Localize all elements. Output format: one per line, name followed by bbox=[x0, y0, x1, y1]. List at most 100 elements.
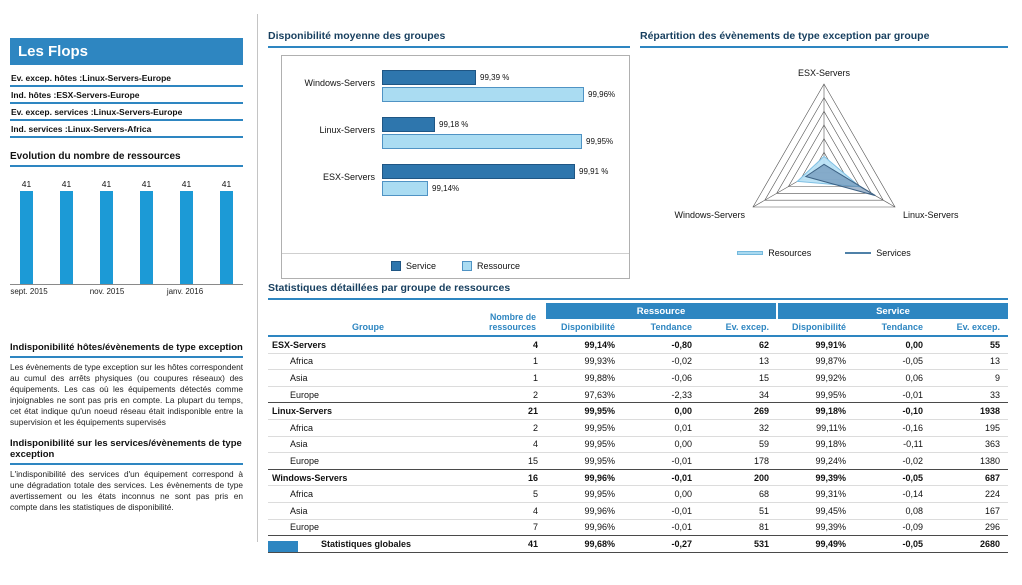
evolution-bar bbox=[60, 191, 73, 284]
bar-line: 99,95% bbox=[382, 133, 629, 150]
bar-line: 99,96% bbox=[382, 86, 629, 103]
stats-table-body: ESX-Servers 4 99,14% -0,80 62 99,91% 0,00 55 Afr… bbox=[268, 335, 1008, 553]
cell-value: 41 bbox=[468, 535, 546, 553]
bar-ressource bbox=[382, 134, 582, 149]
cell-value: 21 bbox=[468, 402, 546, 420]
bar-service bbox=[382, 164, 575, 179]
cell-value: 55 bbox=[931, 335, 1008, 354]
cell-value: 99,68% bbox=[546, 535, 623, 553]
flop-item: Ind. services :Linux-Servers-Africa bbox=[10, 121, 243, 138]
bar-value-label: 99,95% bbox=[586, 137, 614, 146]
bar-line: 99,91 % bbox=[382, 163, 629, 180]
table-row-region: Asia 4 99,96% -0,01 51 99,45% 0,08 167 bbox=[268, 501, 1008, 520]
cell-value: 5 bbox=[468, 485, 546, 503]
cell-value: 2 bbox=[468, 385, 546, 403]
cell-value: 0,00 bbox=[854, 335, 931, 354]
flop-label: Ev. excep. services : bbox=[11, 107, 94, 117]
flop-label: Ev. excep. hôtes : bbox=[11, 73, 83, 83]
cell-value: 9 bbox=[931, 369, 1008, 387]
radar-series-services bbox=[804, 163, 876, 197]
cell-value: 99,24% bbox=[777, 452, 854, 470]
flop-value: Linux-Servers-Europe bbox=[93, 107, 183, 117]
availability-legend: Service Ressource bbox=[282, 253, 629, 278]
band-header-resource: Ressource bbox=[546, 303, 777, 319]
cell-value: 1938 bbox=[931, 402, 1008, 420]
flop-label: Ind. services : bbox=[11, 124, 68, 134]
legend-item-services: Services bbox=[845, 248, 911, 258]
cell-value: -0,10 bbox=[854, 402, 931, 420]
bar-value-label: 99,91 % bbox=[579, 167, 609, 176]
column-header-groupe: Groupe bbox=[268, 303, 468, 337]
cell-value: 178 bbox=[700, 452, 777, 470]
legend-label-services: Services bbox=[876, 248, 911, 258]
cell-value: 81 bbox=[700, 518, 777, 536]
legend-item-resource: Ressource bbox=[461, 261, 520, 271]
cell-group-name: ESX-Servers bbox=[268, 335, 468, 354]
cell-value: -0,05 bbox=[854, 535, 931, 553]
table-row-region: Asia 1 99,88% -0,06 15 99,92% 0,06 9 bbox=[268, 369, 1008, 387]
bar-service bbox=[382, 117, 435, 132]
legend-label-service: Service bbox=[405, 261, 436, 271]
services-line-icon bbox=[845, 252, 872, 254]
cell-group-name: Asia bbox=[268, 501, 468, 520]
x-axis-label: sept. 2015 bbox=[10, 287, 48, 296]
statistics-table: Groupe Nombre de ressources Ressource Se… bbox=[268, 303, 1008, 553]
bar-ressource bbox=[382, 87, 584, 102]
cell-value: -0,80 bbox=[623, 335, 700, 354]
resources-line-icon bbox=[737, 251, 764, 255]
table-row-region: Africa 1 99,93% -0,02 13 99,87% -0,05 13 bbox=[268, 352, 1008, 370]
cell-value: 99,96% bbox=[546, 468, 623, 486]
flop-item: Ev. excep. hôtes :Linux-Servers-Europe bbox=[10, 70, 243, 87]
services-unavailability-body: L'indisponibilité des services d'un équi… bbox=[10, 469, 243, 513]
cell-group-name: Europe bbox=[268, 385, 468, 403]
hosts-unavailability-title: Indisponibilité hôtes/évènements de type… bbox=[10, 342, 243, 358]
cell-value: 296 bbox=[931, 518, 1008, 536]
radar-axis-label: Linux-Servers bbox=[903, 210, 959, 220]
cell-value: 0,00 bbox=[623, 485, 700, 503]
bar-value-label: 41 bbox=[101, 179, 112, 189]
cell-value: 99,96% bbox=[546, 501, 623, 520]
cell-value: 99,93% bbox=[546, 352, 623, 370]
cell-group-name: Windows-Servers bbox=[268, 468, 468, 486]
cell-value: 99,87% bbox=[777, 352, 854, 370]
cell-value: 99,45% bbox=[777, 501, 854, 520]
radar-chart: ESX-Servers Linux-Servers Windows-Servers bbox=[674, 68, 959, 220]
cell-value: -0,14 bbox=[854, 485, 931, 503]
category-label: Windows-Servers bbox=[304, 78, 375, 88]
radar-grid-ring bbox=[764, 97, 884, 201]
cell-value: 99,91% bbox=[777, 335, 854, 354]
flops-title: Les Flops bbox=[10, 38, 243, 65]
statistics-block: Statistiques détaillées par groupe de re… bbox=[268, 282, 1008, 553]
cell-value: 0,00 bbox=[623, 435, 700, 453]
table-row-region: Africa 5 99,95% 0,00 68 99,31% -0,14 224 bbox=[268, 485, 1008, 503]
cell-value: 99,95% bbox=[546, 418, 623, 437]
bar-service bbox=[382, 70, 476, 85]
cell-value: -0,01 bbox=[623, 518, 700, 536]
cell-value: 7 bbox=[468, 518, 546, 536]
category-label: Linux-Servers bbox=[319, 125, 375, 135]
table-row-region: Europe 7 99,96% -0,01 81 99,39% -0,09 296 bbox=[268, 518, 1008, 536]
cell-value: 195 bbox=[931, 418, 1008, 437]
radar-chart-holder: ESX-Servers Linux-Servers Windows-Servers bbox=[640, 54, 1008, 244]
evolution-bar bbox=[140, 191, 153, 284]
radar-axis-label: Windows-Servers bbox=[674, 210, 745, 220]
cell-value: 68 bbox=[700, 485, 777, 503]
count-header-line2: ressources bbox=[489, 321, 536, 332]
cell-value: 2680 bbox=[931, 535, 1008, 553]
cell-value: 32 bbox=[700, 418, 777, 437]
x-axis-label: janv. 2016 bbox=[166, 287, 204, 296]
cell-value: 99,88% bbox=[546, 369, 623, 387]
bar-line: 99,18 % bbox=[382, 116, 629, 133]
cell-value: 34 bbox=[700, 385, 777, 403]
subheader-service-trend: Tendance bbox=[854, 319, 931, 337]
evolution-bars: 41 41 41 41 41 41 bbox=[10, 173, 243, 285]
radar-grid-ring bbox=[752, 83, 896, 208]
evolution-bar-slot: 41 bbox=[220, 179, 233, 284]
table-row-region: Africa 2 99,95% 0,01 32 99,11% -0,16 195 bbox=[268, 418, 1008, 437]
flop-value: Linux-Servers-Africa bbox=[67, 124, 152, 134]
subheader-resource-trend: Tendance bbox=[623, 319, 700, 337]
services-unavailability-title: Indisponibilité sur les services/évèneme… bbox=[10, 438, 243, 466]
radar-grid-ring bbox=[776, 110, 872, 194]
cell-group-name: Linux-Servers bbox=[268, 402, 468, 420]
